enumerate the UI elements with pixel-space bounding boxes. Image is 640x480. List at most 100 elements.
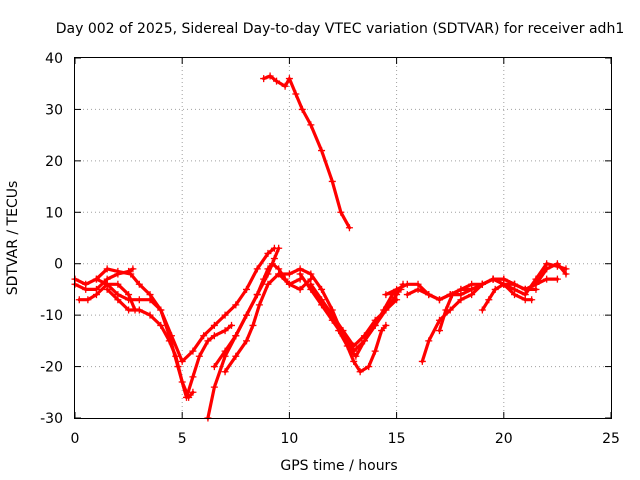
series-arc7 <box>210 244 283 371</box>
data-point <box>543 265 551 273</box>
data-point <box>371 321 379 329</box>
data-point <box>270 255 278 263</box>
data-point <box>393 285 401 293</box>
data-point <box>511 280 519 288</box>
data-point <box>360 337 368 345</box>
series-line <box>337 287 403 358</box>
data-point <box>172 352 180 360</box>
data-point <box>157 321 165 329</box>
data-point <box>125 296 133 304</box>
series-line <box>480 277 560 312</box>
data-point <box>382 291 390 299</box>
data-point <box>103 285 111 293</box>
data-point <box>296 285 304 293</box>
x-axis-label: GPS time / hours <box>280 458 397 474</box>
x-tick-label: 5 <box>178 431 187 447</box>
data-point <box>478 306 486 314</box>
data-point <box>84 296 92 304</box>
data-point <box>418 357 426 365</box>
data-point <box>243 311 251 319</box>
data-point <box>285 270 293 278</box>
data-point <box>485 296 493 304</box>
data-point <box>157 306 165 314</box>
data-point <box>414 285 422 293</box>
data-point <box>253 291 261 299</box>
chart-title: Day 002 of 2025, Sidereal Day-to-day VTE… <box>56 21 624 37</box>
data-point <box>264 249 272 257</box>
data-point <box>425 291 433 299</box>
x-tick-label: 0 <box>71 431 80 447</box>
y-tick-label: 0 <box>54 257 63 273</box>
data-point <box>307 121 315 129</box>
series-arc1 <box>71 244 278 365</box>
x-tick-label: 20 <box>495 431 513 447</box>
data-point <box>521 296 529 304</box>
data-point <box>491 285 499 293</box>
data-point <box>114 270 122 278</box>
data-point <box>435 296 443 304</box>
data-point <box>129 265 137 273</box>
data-point <box>232 301 240 309</box>
data-point <box>189 388 197 396</box>
data-point <box>103 265 111 273</box>
data-point <box>189 373 197 381</box>
data-point <box>146 296 154 304</box>
series-line <box>105 287 195 399</box>
data-point <box>403 291 411 299</box>
data-point <box>249 321 257 329</box>
y-tick-label: 20 <box>45 154 63 170</box>
data-point <box>92 291 100 299</box>
data-point <box>345 224 353 232</box>
data-point <box>273 77 281 85</box>
series-line <box>298 272 405 353</box>
data-point <box>195 352 203 360</box>
data-point <box>243 285 251 293</box>
plot-frame <box>74 57 612 419</box>
data-point <box>135 306 143 314</box>
data-point <box>393 296 401 304</box>
data-point <box>275 244 283 252</box>
data-point <box>307 280 315 288</box>
data-point <box>232 352 240 360</box>
data-point <box>178 357 186 365</box>
series-arc5 <box>103 285 197 401</box>
axis-ticks: 0 5 10 15 20 25 -30 -20 -10 0 10 20 30 40 <box>40 51 620 447</box>
data-point <box>178 378 186 386</box>
data-point <box>204 337 212 345</box>
y-tick-label: 40 <box>45 51 63 67</box>
data-point <box>210 363 218 371</box>
data-point <box>189 347 197 355</box>
data-point <box>292 90 300 98</box>
y-tick-label: 10 <box>45 205 63 221</box>
x-tick-label: 10 <box>280 431 298 447</box>
data-point <box>371 347 379 355</box>
series-line <box>262 74 351 230</box>
data-point <box>125 267 133 275</box>
data-point <box>255 301 263 309</box>
data-point <box>243 337 251 345</box>
y-axis-label: SDTVAR / TECUs <box>5 181 21 296</box>
data-point <box>328 311 336 319</box>
data-point <box>260 75 268 83</box>
data-point <box>135 296 143 304</box>
data-point <box>114 296 122 304</box>
data-point <box>328 177 336 185</box>
data-point <box>135 280 143 288</box>
series-arc17 <box>435 275 540 335</box>
data-point <box>221 327 229 335</box>
data-point <box>532 280 540 288</box>
data-point <box>264 270 272 278</box>
data-point <box>335 327 343 335</box>
data-point <box>221 368 229 376</box>
series-arc13 <box>335 285 405 360</box>
data-point <box>442 306 450 314</box>
data-point <box>92 275 100 283</box>
data-point <box>553 260 561 268</box>
data-point <box>125 306 133 314</box>
data-point <box>343 342 351 350</box>
series-arc8 <box>221 270 315 376</box>
grid <box>75 58 611 418</box>
data-point <box>468 280 476 288</box>
data-point <box>146 311 154 319</box>
